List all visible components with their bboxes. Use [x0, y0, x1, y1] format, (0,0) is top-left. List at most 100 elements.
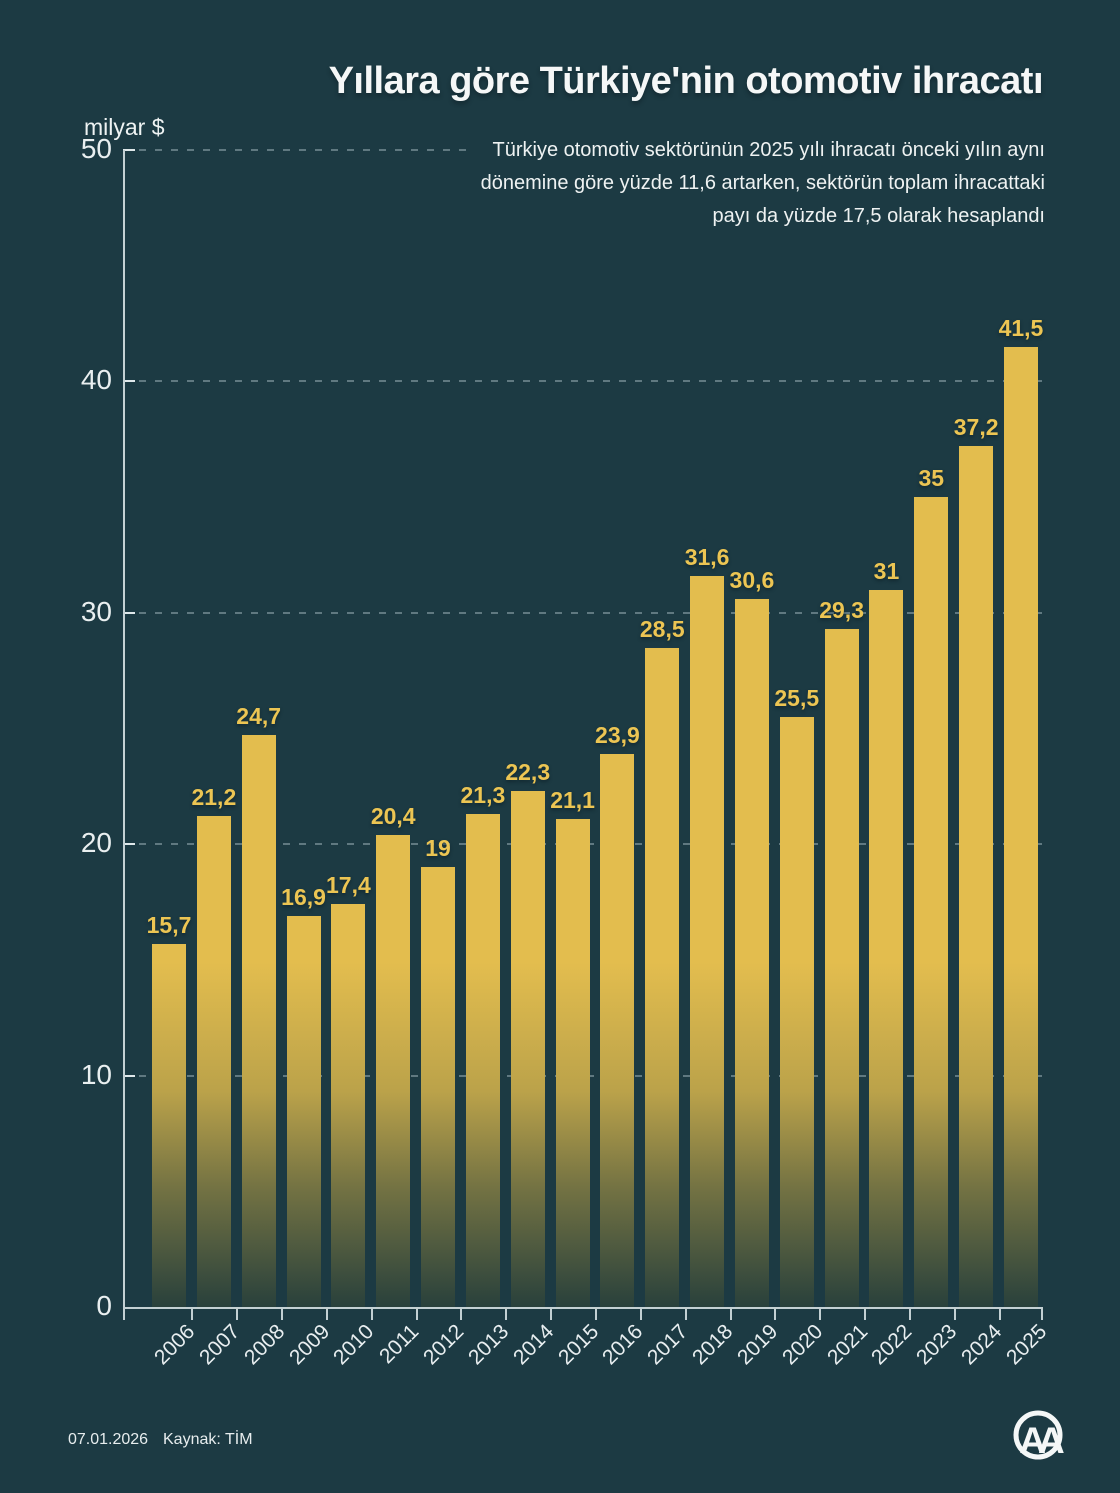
subtitle-line-2: dönemine göre yüzde 11,6 artarken, sektö…: [480, 172, 1045, 194]
x-tick-6: [415, 1307, 418, 1320]
bar-chart: 0 10 20 30 40 50 15,7 2006 21,2 2007 24,7 2008 16,9 2…: [81, 133, 1051, 1369]
y-tick-label-0: 0: [96, 1290, 112, 1321]
subtitle-line-3: payı da yüzde 17,5 olarak hesaplandı: [712, 205, 1045, 227]
x-tick-18: [953, 1307, 956, 1320]
bar-2007: [196, 816, 231, 1307]
y-axis-line: [123, 150, 125, 1317]
bar-2013: [465, 814, 500, 1307]
value-label-2018: 31,6: [684, 543, 730, 570]
bar-2023: [914, 497, 949, 1307]
value-label-2007: 21,2: [191, 784, 237, 811]
x-tick-label-2006: 2006: [149, 1320, 200, 1370]
bar-2025: [1003, 346, 1038, 1307]
x-tick-2: [236, 1307, 239, 1320]
y-axis-unit-label: milyar $: [84, 114, 165, 140]
bar-2019: [734, 598, 769, 1307]
anadolu-agency-logo: AA: [1013, 1410, 1069, 1461]
value-label-2019: 30,6: [729, 566, 775, 593]
x-tick-label-2025: 2025: [1001, 1320, 1052, 1370]
x-tick-label-2008: 2008: [239, 1320, 289, 1370]
value-label-2014: 22,3: [505, 758, 551, 785]
x-tick-label-2007: 2007: [194, 1320, 245, 1370]
logo-circle: [1013, 1410, 1063, 1460]
bar-2022: [869, 589, 904, 1307]
bar-2006: [152, 943, 187, 1307]
x-tick-5: [370, 1307, 373, 1320]
value-label-2024: 37,2: [953, 414, 999, 441]
x-tick-label-2012: 2012: [419, 1320, 469, 1370]
bar-2015: [555, 818, 590, 1307]
bar-2016: [600, 753, 635, 1307]
bar-2024: [959, 446, 994, 1307]
x-tick-0: [123, 1307, 125, 1320]
x-tick-label-2014: 2014: [508, 1320, 558, 1370]
x-tick-label-2021: 2021: [822, 1320, 872, 1370]
value-label-2020: 25,5: [774, 684, 820, 711]
x-tick-label-2020: 2020: [777, 1320, 828, 1370]
y-tick-label-40: 40: [80, 364, 112, 396]
x-tick-label-2019: 2019: [732, 1320, 783, 1370]
value-label-2009: 16,9: [281, 883, 326, 910]
x-tick-label-2015: 2015: [553, 1320, 603, 1370]
value-label-2006: 15,7: [146, 911, 192, 938]
value-label-2015: 21,1: [550, 786, 595, 813]
x-tick-8: [505, 1307, 508, 1320]
x-tick-19: [998, 1307, 1001, 1320]
value-label-2016: 23,9: [595, 721, 640, 748]
x-tick-12: [684, 1307, 687, 1320]
value-label-2010: 17,4: [325, 872, 371, 899]
x-tick-label-2017: 2017: [643, 1320, 693, 1370]
x-tick-7: [460, 1307, 463, 1320]
value-label-2012: 19: [425, 835, 451, 862]
x-tick-16: [864, 1307, 867, 1320]
y-tick-label-30: 30: [80, 595, 112, 627]
bar-2020: [779, 716, 814, 1307]
bar-2011: [376, 834, 411, 1307]
x-tick-11: [639, 1307, 642, 1320]
x-tick-label-2023: 2023: [912, 1320, 962, 1370]
x-tick-label-2009: 2009: [284, 1320, 334, 1370]
x-tick-10: [595, 1307, 597, 1320]
y-tick-label-20: 20: [80, 827, 112, 859]
bar-2017: [645, 647, 680, 1307]
bar-2012: [421, 867, 456, 1307]
chart-subtitle: Türkiye otomotiv sektörünün 2025 yılı ih…: [470, 134, 1046, 233]
value-label-2023: 35: [918, 465, 945, 492]
value-label-2013: 21,3: [460, 782, 506, 809]
x-tick-label-2016: 2016: [598, 1320, 648, 1370]
value-label-2025: 41,5: [998, 314, 1044, 341]
bar-2009: [286, 915, 321, 1307]
x-tick-label-2022: 2022: [867, 1320, 917, 1370]
x-tick-label-2024: 2024: [957, 1320, 1007, 1370]
gridline-30: [123, 611, 1043, 614]
x-tick-3: [281, 1307, 284, 1320]
x-tick-9: [550, 1307, 553, 1320]
bar-2018: [690, 575, 725, 1307]
x-tick-20: [1041, 1307, 1043, 1320]
bar-2010: [331, 904, 366, 1307]
x-tick-1: [191, 1307, 194, 1320]
x-tick-17: [908, 1307, 911, 1320]
x-tick-15: [819, 1307, 822, 1320]
x-tick-label-2013: 2013: [463, 1320, 514, 1370]
value-label-2017: 28,5: [639, 615, 685, 642]
value-label-2021: 29,3: [819, 597, 864, 623]
page-title: Yıllara göre Türkiye'nin otomotiv ihraca…: [328, 60, 1044, 102]
gridline-40: [123, 380, 1043, 383]
x-tick-14: [774, 1307, 777, 1320]
x-tick-13: [729, 1307, 732, 1320]
bar-2008: [241, 735, 276, 1307]
x-tick-label-2011: 2011: [375, 1320, 424, 1369]
footer-date: 07.01.2026: [68, 1431, 149, 1448]
y-tick-label-50: 50: [80, 133, 112, 164]
subtitle-line-1: Türkiye otomotiv sektörünün 2025 yılı ih…: [492, 139, 1046, 161]
bar-2014: [510, 790, 545, 1307]
x-tick-label-2010: 2010: [329, 1320, 379, 1370]
x-axis-line: [123, 1307, 1043, 1309]
value-label-2011: 20,4: [370, 802, 416, 829]
value-label-2022: 31: [873, 557, 900, 584]
x-tick-4: [325, 1307, 328, 1320]
footer-source: Kaynak: TİM: [163, 1431, 253, 1448]
value-label-2008: 24,7: [236, 703, 282, 730]
